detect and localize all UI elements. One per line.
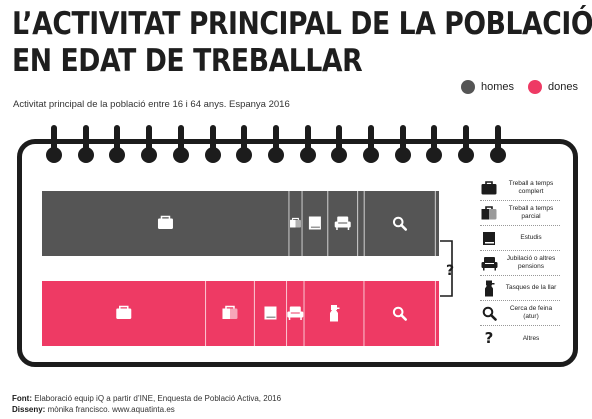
design-label: Disseny: [12, 405, 46, 414]
spray-bottle-icon [480, 279, 498, 297]
binder-ring [78, 125, 94, 163]
binder-ring [141, 125, 157, 163]
source-label: Font: [12, 394, 32, 403]
legend-item-dones: dones [528, 80, 578, 94]
key-label: Estudis [520, 234, 542, 241]
key-label: Treball a temps complert [508, 180, 554, 195]
book-icon [480, 229, 498, 247]
legend-swatch-homes [460, 80, 475, 94]
key-label: Cerca de feina (atur) [509, 305, 553, 320]
title-line-1: L’ACTIVITAT PRINCIPAL DE LA POBLACIÓ [12, 6, 592, 42]
spray-bottle-icon [329, 305, 340, 322]
bar-row-dones [42, 281, 439, 346]
half-briefcase-icon [222, 305, 238, 319]
key-item-treball-complert: Treball a temps complert [480, 176, 560, 201]
key-item-tasques-llar: Tasques de la llar [480, 276, 560, 301]
source-text: Elaboració equip iQ a partir d’INE, Enqu… [34, 394, 282, 403]
book-icon [308, 216, 321, 230]
book-icon [264, 306, 277, 320]
binder-ring [300, 125, 316, 163]
binder-ring [458, 125, 474, 163]
briefcase-icon [480, 179, 498, 197]
binder-ring [331, 125, 347, 163]
binder-ring [173, 125, 189, 163]
legend-item-homes: homes [460, 80, 515, 94]
bar-segment-homes [364, 191, 436, 256]
title-line-2: EN EDAT DE TREBALLAR [12, 43, 363, 79]
half-briefcase-icon [290, 217, 301, 228]
legend: homes dones [460, 80, 578, 94]
key-item-altres: ? Altres [480, 326, 560, 351]
legend-label-homes: homes [480, 81, 515, 93]
binder-ring [46, 125, 62, 163]
altres-question-mark: ? [446, 263, 454, 279]
bar-row-homes [42, 191, 439, 256]
briefcase-icon [157, 215, 173, 229]
bar-segment-homes [435, 191, 439, 256]
bar-segment-homes [357, 191, 365, 256]
page-title: L’ACTIVITAT PRINCIPAL DE LA POBLACIÓ EN … [12, 6, 592, 80]
key-item-cerca-feina: Cerca de feina (atur) [480, 301, 560, 326]
binder-ring [426, 125, 442, 163]
source-line: Font: Elaboració equip iQ a partir d’INE… [12, 393, 281, 404]
key-item-treball-parcial: Treball a temps parcial [480, 201, 560, 226]
magnifier-icon [392, 216, 408, 231]
key-item-estudis: Estudis [480, 226, 560, 251]
magnifier-icon [392, 306, 407, 321]
bar-segment-dones [363, 281, 436, 346]
legend-label-dones: dones [548, 81, 578, 93]
armchair-icon [480, 254, 498, 272]
altres-bracket [440, 240, 453, 297]
key-label: Treball a temps parcial [508, 205, 554, 220]
binder-ring [490, 125, 506, 163]
chart-subtitle: Activitat principal de la població entre… [13, 99, 290, 110]
binder-ring [109, 125, 125, 163]
footer: Font: Elaboració equip iQ a partir d’INE… [12, 393, 281, 415]
binder-ring [268, 125, 284, 163]
binder-ring [363, 125, 379, 163]
bar-segment-dones [435, 281, 439, 346]
design-text: mònika francisco. www.aquatinta.es [47, 405, 175, 414]
armchair-icon [287, 306, 304, 320]
briefcase-icon [116, 305, 132, 319]
question-icon: ? [484, 329, 494, 347]
category-key: Treball a temps complert Treball a temps… [480, 176, 560, 351]
magnifier-icon [480, 304, 498, 322]
key-label: Jubilació o altres pensions [506, 255, 556, 270]
binder-ring [205, 125, 221, 163]
binder-ring [236, 125, 252, 163]
half-briefcase-icon [480, 204, 498, 222]
binder-ring [395, 125, 411, 163]
armchair-icon [334, 216, 351, 230]
design-line: Disseny: mònika francisco. www.aquatinta… [12, 404, 281, 415]
key-label: Altres [522, 334, 540, 342]
key-label: Tasques de la llar [505, 284, 557, 291]
legend-swatch-dones [528, 80, 543, 94]
key-item-jubilacio: Jubilació o altres pensions [480, 251, 560, 276]
